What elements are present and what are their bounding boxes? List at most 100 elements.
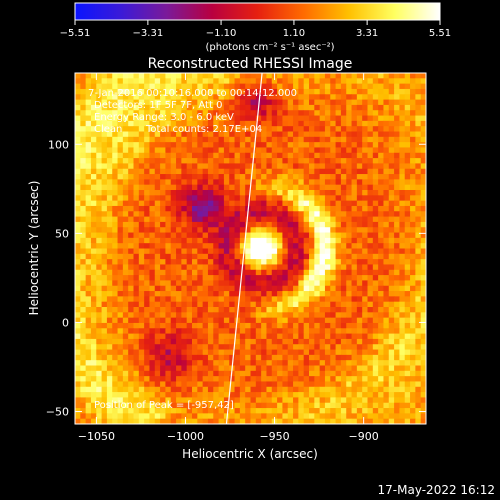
heatmap-cell xyxy=(362,312,368,319)
heatmap-cell xyxy=(372,163,379,170)
heatmap-cell xyxy=(309,360,315,366)
heatmap-cell xyxy=(202,104,209,111)
heatmap-cell xyxy=(356,381,363,388)
heatmap-cell xyxy=(261,136,267,143)
heatmap-cell xyxy=(192,296,198,303)
heatmap-cell xyxy=(202,285,209,292)
heatmap-cell xyxy=(149,317,156,324)
heatmap-cell xyxy=(399,312,406,319)
heatmap-cell xyxy=(80,99,87,106)
heatmap-cell xyxy=(101,115,108,122)
heatmap-cell xyxy=(271,338,278,345)
heatmap-cell xyxy=(106,349,113,356)
heatmap-cell xyxy=(261,354,267,361)
heatmap-cell xyxy=(277,248,283,255)
heatmap-cell xyxy=(277,275,283,281)
heatmap-cell xyxy=(362,232,368,239)
heatmap-cell xyxy=(420,418,426,424)
heatmap-cell xyxy=(112,259,118,265)
heatmap-cell xyxy=(303,269,310,276)
heatmap-cell xyxy=(399,110,406,116)
heatmap-cell xyxy=(367,338,374,345)
heatmap-cell xyxy=(319,269,326,276)
heatmap-cell xyxy=(154,152,161,159)
heatmap-cell xyxy=(181,115,188,122)
heatmap-cell xyxy=(75,83,81,90)
heatmap-cell xyxy=(266,227,273,233)
heatmap-cell xyxy=(356,158,363,164)
heatmap-cell xyxy=(170,408,177,414)
heatmap-cell xyxy=(128,338,134,345)
heatmap-cell xyxy=(410,397,416,404)
heatmap-cell xyxy=(85,344,92,350)
heatmap-cell xyxy=(372,349,379,356)
heatmap-cell xyxy=(112,275,118,281)
heatmap-cell xyxy=(122,83,129,90)
heatmap-cell xyxy=(404,174,411,180)
heatmap-cell xyxy=(149,205,156,212)
heatmap-cell xyxy=(80,397,87,404)
heatmap-cell xyxy=(80,248,87,255)
heatmap-cell xyxy=(303,163,310,170)
heatmap-cell xyxy=(351,243,358,249)
heatmap-cell xyxy=(138,354,145,361)
heatmap-cell xyxy=(90,163,97,170)
heatmap-cell xyxy=(138,237,145,244)
heatmap-cell xyxy=(176,237,182,244)
heatmap-cell xyxy=(261,88,267,95)
heatmap-cell xyxy=(133,136,140,143)
x-tick-label: −950 xyxy=(259,430,289,443)
heatmap-cell xyxy=(239,381,246,388)
heatmap-cell xyxy=(362,328,368,334)
heatmap-cell xyxy=(298,381,305,388)
heatmap-cell xyxy=(144,73,150,79)
heatmap-cell xyxy=(261,174,267,180)
heatmap-cell xyxy=(319,354,326,361)
heatmap-cell xyxy=(415,397,422,404)
heatmap-cell xyxy=(117,115,124,122)
heatmap-cell xyxy=(138,269,145,276)
heatmap-cell xyxy=(149,365,156,372)
heatmap-cell xyxy=(255,386,262,393)
heatmap-cell xyxy=(186,360,193,366)
heatmap-cell xyxy=(144,83,150,90)
heatmap-cell xyxy=(362,99,368,106)
heatmap-cell xyxy=(170,221,177,228)
heatmap-cell xyxy=(303,227,310,233)
heatmap-cell xyxy=(362,221,368,228)
heatmap-cell xyxy=(420,142,426,148)
heatmap-cell xyxy=(154,115,161,122)
heatmap-cell xyxy=(144,120,150,127)
heatmap-cell xyxy=(176,285,182,292)
heatmap-cell xyxy=(106,264,113,271)
heatmap-cell xyxy=(218,110,225,116)
heatmap-cell xyxy=(149,301,156,308)
heatmap-cell xyxy=(277,285,283,292)
heatmap-cell xyxy=(176,301,182,308)
heatmap-cell xyxy=(80,174,87,180)
heatmap-cell xyxy=(388,397,395,404)
heatmap-cell xyxy=(96,163,102,170)
heatmap-cell xyxy=(170,94,177,100)
heatmap-cell xyxy=(128,349,134,356)
heatmap-cell xyxy=(192,408,198,414)
heatmap-cell xyxy=(346,115,352,122)
heatmap-cell xyxy=(271,386,278,393)
heatmap-cell xyxy=(372,158,379,164)
heatmap-cell xyxy=(399,232,406,239)
heatmap-cell xyxy=(415,126,422,132)
heatmap-cell xyxy=(138,221,145,228)
heatmap-cell xyxy=(218,317,225,324)
heatmap-cell xyxy=(383,338,390,345)
heatmap-cell xyxy=(266,142,273,148)
heatmap-cell xyxy=(138,136,145,143)
heatmap-cell xyxy=(75,88,81,95)
heatmap-cell xyxy=(170,253,177,260)
heatmap-cell xyxy=(330,360,336,366)
heatmap-cell xyxy=(255,338,262,345)
heatmap-cell xyxy=(218,333,225,340)
heatmap-cell xyxy=(367,264,374,271)
heatmap-cell xyxy=(335,370,342,377)
heatmap-cell xyxy=(85,136,92,143)
heatmap-cell xyxy=(298,174,305,180)
